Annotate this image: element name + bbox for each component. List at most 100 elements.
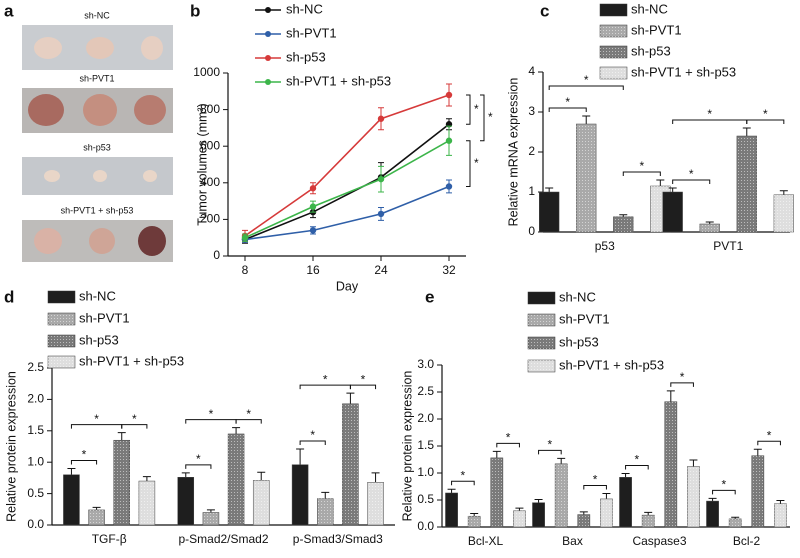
significance-bracket: [185, 464, 212, 469]
legend-label: sh-NC: [631, 1, 668, 16]
significance-bracket: [622, 171, 661, 176]
significance-star: *: [689, 167, 694, 181]
panel-label: b: [190, 1, 200, 20]
panel-label: a: [4, 1, 14, 20]
error-bar: [232, 427, 241, 434]
significance-star: *: [323, 372, 328, 386]
tumor: [34, 37, 62, 59]
error-bar: [257, 471, 266, 481]
y-tick-label: 800: [200, 102, 220, 116]
error-bar: [117, 432, 126, 441]
significance-star: *: [474, 102, 479, 116]
y-tick-label: 200: [200, 212, 220, 226]
x-tick-label: 24: [374, 263, 388, 277]
significance-star: *: [722, 478, 727, 492]
legend-label: sh-PVT1: [559, 311, 610, 326]
error-bar: [705, 221, 714, 224]
significance-bracket: [757, 440, 781, 446]
bar-texture: [367, 482, 384, 525]
y-tick-label: 2: [528, 144, 535, 158]
legend-texture: [48, 335, 75, 347]
bar-texture: [600, 498, 613, 527]
significance-star: *: [763, 107, 768, 121]
data-point: [309, 185, 317, 192]
bar-texture: [138, 481, 155, 525]
y-tick-label: 0.0: [27, 517, 44, 531]
x-tick-label: 32: [442, 263, 456, 277]
legend-label: sh-p53: [79, 332, 119, 347]
data-point: [309, 227, 317, 234]
significance-bracket: [712, 489, 736, 495]
data-point: [445, 137, 453, 144]
legend-label: sh-NC: [79, 288, 116, 303]
bar-texture: [490, 457, 503, 527]
tumor: [138, 226, 166, 256]
tumor: [86, 37, 114, 59]
chart-panel: b Tumor volumes (mm³) 0 200 400 600 800 1000 sh-…: [190, 1, 493, 293]
legend-swatch: [527, 291, 556, 305]
error-bar: [296, 448, 305, 465]
x-tick-label: p-Smad2/Smad2: [178, 532, 268, 546]
y-tick-label: 0: [213, 248, 220, 262]
significance-star: *: [593, 473, 598, 487]
x-tick-label: Caspase3: [632, 534, 686, 548]
error-bar: [776, 500, 785, 504]
legend-label: sh-PVT1 + sh-p53: [79, 353, 184, 368]
legend-label: sh-NC: [286, 1, 323, 16]
photo-label: sh-PVT1 + sh-p53: [61, 205, 134, 215]
x-tick-label: p53: [595, 239, 615, 253]
bar-texture: [88, 509, 105, 525]
y-tick-label: 0: [528, 224, 535, 238]
error-bar: [534, 498, 543, 503]
error-bar: [92, 506, 101, 510]
error-bar: [779, 190, 788, 195]
panel-label: d: [4, 287, 14, 306]
y-tick-label: 0.5: [417, 492, 434, 506]
series-line: [244, 123, 450, 241]
legend-label: sh-PVT1: [79, 310, 130, 325]
error-bar: [67, 467, 76, 475]
data-point: [241, 234, 249, 241]
significance-star: *: [565, 95, 570, 109]
error-bar: [656, 179, 665, 186]
x-tick-label: PVT1: [713, 239, 743, 253]
error-bar: [619, 214, 628, 217]
significance-star: *: [488, 110, 493, 124]
significance-star: *: [506, 431, 511, 445]
photo-label: sh-p53: [83, 142, 111, 152]
legend-label: sh-PVT1 + sh-p53: [559, 357, 664, 372]
significance-star: *: [680, 370, 685, 384]
bar-texture: [513, 510, 526, 527]
photo-panel: a sh-NC sh-PVT1 sh-p53 sh-PVT1 + sh-p53: [4, 1, 173, 262]
error-bar: [742, 127, 751, 136]
y-tick-label: 2.5: [27, 360, 44, 374]
error-bar: [602, 493, 611, 499]
data-point: [377, 175, 385, 183]
legend-swatch: [599, 3, 628, 17]
legend-label: sh-p53: [286, 49, 326, 64]
error-bar: [689, 459, 698, 467]
legend-texture: [48, 356, 75, 368]
significance-star: *: [132, 412, 137, 426]
bar: [539, 191, 560, 233]
error-bar: [644, 511, 653, 516]
significance-bracket: [672, 179, 711, 184]
error-bar: [582, 115, 591, 124]
error-bar: [621, 473, 630, 478]
error-bar: [515, 507, 524, 511]
error-bar: [579, 511, 588, 515]
photo-label: sh-PVT1: [79, 73, 114, 83]
x-tick-label: Bcl-2: [733, 534, 761, 548]
significance-bracket: [235, 419, 262, 424]
legend-swatch: [47, 290, 76, 304]
data-point: [309, 203, 317, 210]
bar-texture: [468, 516, 481, 527]
legend-label: sh-p53: [559, 334, 599, 349]
significance-bracket: [466, 140, 471, 187]
error-bar: [181, 472, 190, 478]
tumor: [93, 170, 107, 182]
legend-texture: [528, 337, 555, 349]
y-tick-label: 3: [528, 104, 535, 118]
series-line: [244, 94, 450, 237]
y-tick-label: 1.0: [417, 465, 434, 479]
